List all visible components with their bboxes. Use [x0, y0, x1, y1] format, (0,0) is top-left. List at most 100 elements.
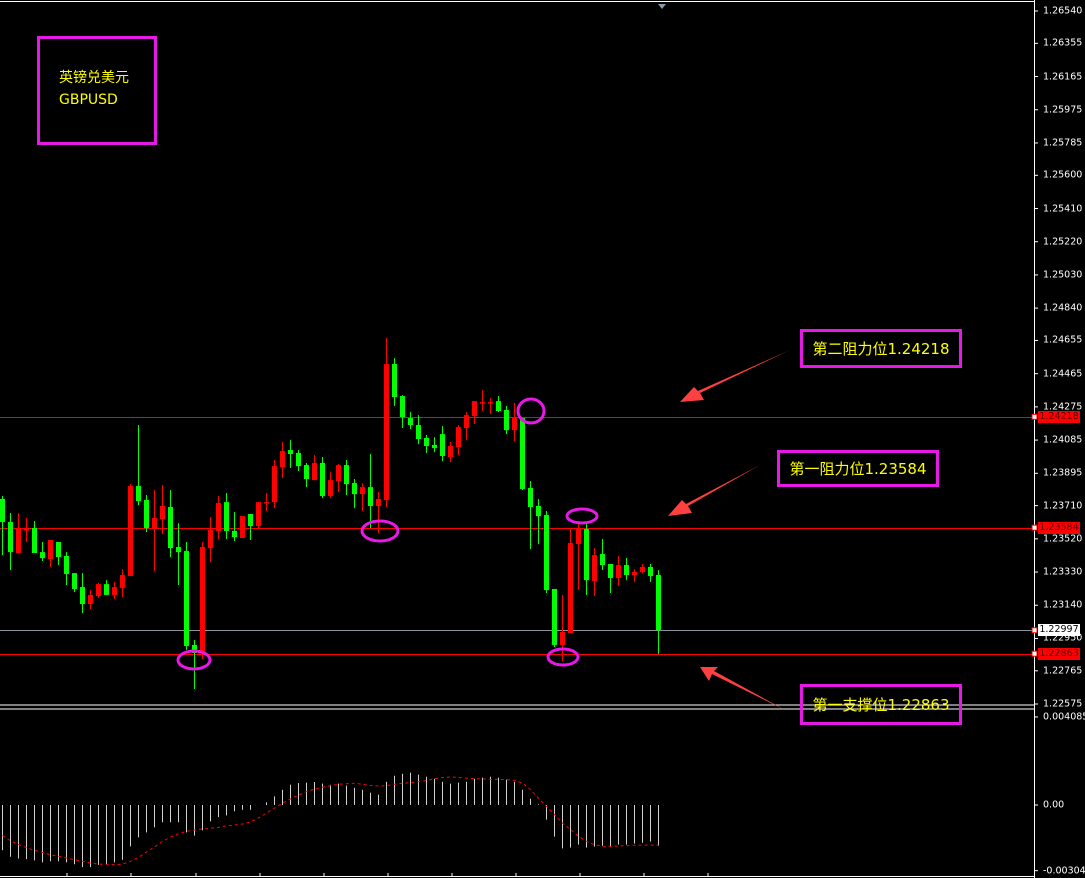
- candle-body: [584, 529, 589, 581]
- candle-body: [648, 566, 653, 577]
- price-tick-label: 1.24085: [1043, 434, 1083, 446]
- macd-signal-line: [2, 776, 659, 866]
- candle-body: [344, 465, 349, 485]
- price-tick-label: 1.25030: [1043, 269, 1083, 281]
- candle: [208, 516, 213, 563]
- candle-body: [320, 462, 325, 497]
- candle-body: [552, 588, 557, 645]
- candle: [136, 425, 141, 506]
- marker-ellipse: [360, 519, 400, 543]
- candle: [200, 541, 205, 660]
- candle-body: [328, 480, 333, 497]
- candle-body: [360, 487, 365, 495]
- candle-body: [544, 515, 549, 591]
- candle: [616, 555, 621, 587]
- candle: [376, 491, 381, 534]
- candle-body: [144, 500, 149, 528]
- candle-body: [456, 427, 461, 448]
- candle: [16, 512, 21, 553]
- candle-body: [208, 530, 213, 549]
- candle: [392, 358, 397, 407]
- chart-shift-marker-icon[interactable]: [658, 4, 666, 9]
- candle-body: [536, 505, 541, 517]
- candle-body: [624, 565, 629, 576]
- candle-body: [72, 573, 77, 589]
- candle: [504, 406, 509, 435]
- candle: [120, 569, 125, 598]
- candle: [648, 564, 653, 583]
- candle: [272, 460, 277, 509]
- candle-body: [472, 401, 477, 417]
- candle-body: [632, 572, 637, 576]
- candle: [600, 539, 605, 571]
- candle: [32, 521, 37, 553]
- candle: [296, 450, 301, 472]
- candle: [240, 516, 245, 538]
- candle-body: [224, 502, 229, 531]
- candle-body: [512, 417, 517, 431]
- candle-body: [168, 507, 173, 549]
- candle: [288, 440, 293, 469]
- price-tick-label: 1.23895: [1043, 467, 1083, 479]
- candle: [104, 580, 109, 595]
- price-tick-label: 1.24840: [1043, 302, 1083, 314]
- marker-ellipse: [176, 649, 212, 671]
- candle: [184, 541, 189, 650]
- price-tick-label: 1.26355: [1043, 37, 1083, 49]
- candle: [608, 564, 613, 594]
- candle-body: [176, 547, 181, 553]
- candle-body: [416, 425, 421, 440]
- candle: [536, 498, 541, 545]
- arrow-icon: [668, 465, 760, 516]
- candle-body: [304, 465, 309, 480]
- candle: [152, 490, 157, 571]
- candle-body: [576, 529, 581, 545]
- candle-body: [408, 418, 413, 426]
- candle-body: [8, 522, 13, 553]
- candle-body: [112, 587, 117, 595]
- candle-body: [48, 540, 53, 560]
- candle-body: [184, 551, 189, 646]
- candle-body: [56, 541, 61, 558]
- candle-body: [232, 530, 237, 538]
- candle-body: [608, 564, 613, 578]
- candle-body: [376, 498, 381, 506]
- candle-body: [312, 462, 317, 481]
- candle: [232, 512, 237, 542]
- candle-body: [216, 503, 221, 531]
- price-tick-label: 1.24275: [1043, 401, 1083, 413]
- candle: [192, 640, 197, 689]
- candle-body: [352, 483, 357, 495]
- candle: [48, 540, 53, 567]
- candle: [88, 590, 93, 610]
- candle: [0, 496, 5, 556]
- candle-body: [160, 505, 165, 520]
- candle: [432, 437, 437, 453]
- candle: [248, 514, 253, 541]
- candle: [336, 464, 341, 492]
- candle: [144, 494, 149, 533]
- candle: [488, 398, 493, 415]
- candle-body: [32, 527, 37, 553]
- candle: [400, 394, 405, 429]
- price-tag: 1.24218: [1038, 410, 1080, 423]
- candles: [0, 338, 661, 689]
- candle: [216, 496, 221, 540]
- price-tick-label: 1.25220: [1043, 236, 1083, 248]
- candle: [168, 490, 173, 558]
- marker-ellipse: [565, 507, 599, 525]
- price-tag-marker: [1031, 413, 1038, 420]
- candle: [528, 480, 533, 549]
- arrow-icon: [680, 350, 790, 402]
- candle: [656, 570, 661, 655]
- candle-body: [0, 498, 5, 523]
- marker-ellipse: [546, 647, 580, 667]
- annotation-first-support: 第一支撑位1.22863: [800, 684, 962, 725]
- candle-body: [240, 516, 245, 538]
- candle-body: [104, 584, 109, 595]
- candle: [312, 455, 317, 481]
- candle: [456, 425, 461, 456]
- price-tick-label: 1.25600: [1043, 169, 1083, 181]
- candle-body: [592, 555, 597, 581]
